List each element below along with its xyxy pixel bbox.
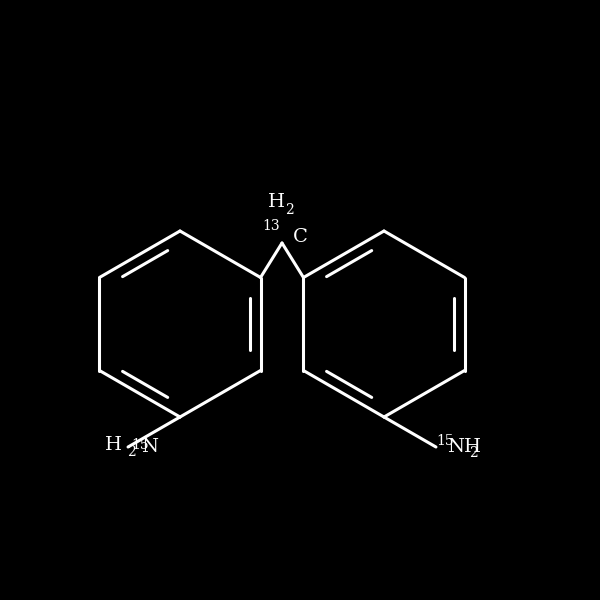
- Text: C: C: [293, 228, 308, 246]
- Text: H: H: [105, 436, 122, 454]
- Text: 2: 2: [127, 445, 136, 459]
- Text: 2: 2: [470, 446, 478, 460]
- Text: 15: 15: [436, 434, 454, 448]
- Text: 13: 13: [262, 220, 280, 233]
- Text: 2: 2: [285, 203, 294, 217]
- Text: NH: NH: [447, 438, 481, 456]
- Text: 15: 15: [131, 437, 149, 452]
- Text: H: H: [268, 193, 284, 211]
- Text: N: N: [141, 438, 158, 456]
